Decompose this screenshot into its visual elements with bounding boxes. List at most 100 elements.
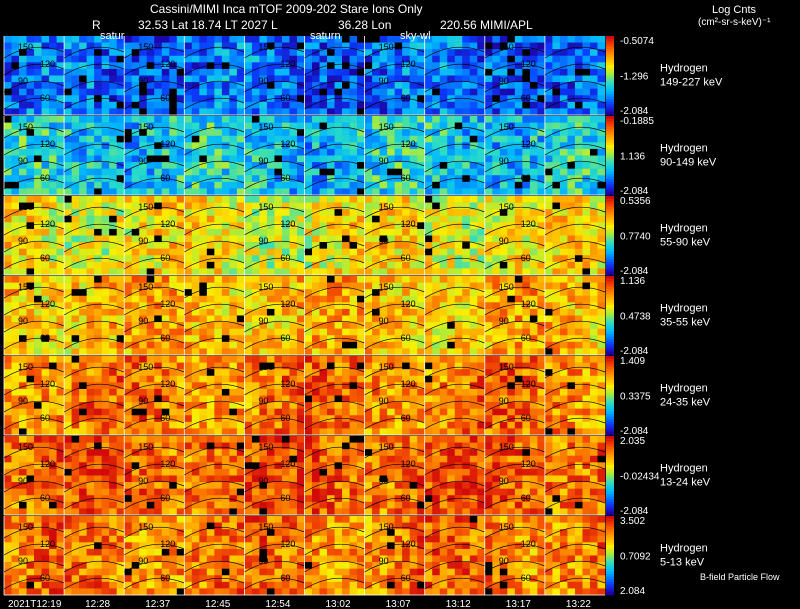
heat-cell — [567, 276, 576, 283]
heat-cell — [296, 215, 305, 223]
heat-cell — [597, 95, 606, 103]
heat-cell — [364, 116, 373, 123]
heat-cell — [94, 348, 102, 356]
heat-cell — [214, 62, 223, 70]
heat-cell — [507, 62, 516, 70]
heat-cell — [417, 181, 425, 189]
heat-cell — [537, 248, 546, 256]
heat-cell — [334, 116, 343, 123]
heat-cell — [11, 188, 20, 196]
heat-cell — [492, 348, 501, 356]
heat-cell — [334, 181, 343, 189]
heat-cell — [379, 421, 388, 429]
heat-cell — [357, 202, 365, 210]
heat-cell — [522, 88, 531, 96]
heat-cell — [492, 202, 501, 210]
heat-cell — [522, 162, 531, 169]
heat-cell — [484, 168, 493, 176]
heat-cell — [176, 188, 185, 196]
heat-cell — [387, 55, 395, 63]
heat-cell — [312, 335, 320, 343]
heat-cell — [567, 222, 576, 230]
heat-cell — [236, 55, 245, 63]
heat-cell — [289, 228, 298, 236]
heat-cell — [342, 276, 350, 283]
heat-cell — [191, 261, 200, 269]
heat-cell — [304, 122, 313, 130]
heat-cell — [394, 348, 403, 356]
heat-cell — [109, 369, 117, 377]
heat-cell — [19, 215, 27, 223]
heat-cell — [221, 402, 230, 409]
heat-cell — [26, 36, 35, 43]
heat-cell — [597, 175, 606, 183]
heat-cell — [251, 235, 260, 243]
heat-cell — [71, 322, 80, 329]
heat-cell — [131, 242, 140, 249]
heat-cell — [394, 82, 403, 89]
heat-cell — [424, 369, 433, 377]
heat-cell — [71, 175, 80, 183]
heat-cell — [281, 116, 290, 123]
heat-cell — [364, 68, 373, 76]
heat-cell — [597, 49, 606, 57]
heat-cell — [304, 148, 313, 156]
heat-cell — [41, 42, 50, 50]
heat-cell — [439, 362, 448, 370]
heat-cell — [379, 408, 388, 416]
heat-cell — [379, 341, 388, 349]
heat-cell — [364, 302, 373, 310]
heat-cell — [169, 49, 178, 57]
heat-cell — [424, 148, 433, 156]
heat-cell — [372, 55, 380, 63]
heat-cell — [447, 75, 456, 83]
heat-cell — [409, 375, 418, 383]
heat-cell — [417, 295, 425, 303]
heat-cell — [582, 196, 591, 203]
heat-cell — [64, 261, 72, 269]
heat-cell — [319, 196, 328, 203]
heat-cell — [184, 302, 193, 310]
heat-cell — [206, 341, 215, 349]
heat-cell — [372, 162, 380, 169]
heat-cell — [274, 122, 283, 130]
heat-cell — [574, 248, 583, 256]
heat-cell — [161, 356, 170, 363]
heat-cell — [327, 222, 335, 230]
heat-cell — [312, 88, 320, 96]
heat-cell — [574, 356, 583, 363]
heat-cell — [462, 276, 471, 283]
heat-cell — [86, 129, 95, 137]
heat-cell — [116, 242, 125, 249]
heat-cell — [79, 315, 87, 323]
heat-cell — [124, 108, 133, 116]
contour-label: 60 — [401, 333, 411, 343]
heat-cell — [529, 135, 538, 143]
heat-cell — [342, 369, 350, 377]
heat-cell — [424, 215, 433, 223]
heat-cell — [101, 202, 110, 210]
heat-cell — [154, 276, 163, 283]
heat-cell — [447, 181, 456, 189]
heat-cell — [387, 375, 395, 383]
heat-cell — [469, 369, 478, 377]
heat-cell — [244, 68, 253, 76]
heat-cell — [49, 242, 57, 249]
heat-cell — [251, 62, 260, 70]
heat-cell — [266, 248, 275, 256]
heat-cell — [462, 148, 471, 156]
heat-cell — [327, 122, 335, 130]
heat-cell — [34, 341, 42, 349]
heat-cell — [492, 261, 501, 269]
heat-cell — [559, 402, 568, 409]
heat-cell — [71, 268, 80, 276]
heat-cell — [439, 395, 448, 403]
heat-cell — [364, 255, 373, 263]
heat-cell — [206, 289, 215, 297]
heat-cell — [289, 395, 298, 403]
heat-cell — [364, 122, 373, 130]
heat-cell — [402, 322, 410, 329]
heat-cell — [259, 215, 268, 223]
heat-cell — [251, 181, 260, 189]
heat-cell — [522, 75, 531, 83]
